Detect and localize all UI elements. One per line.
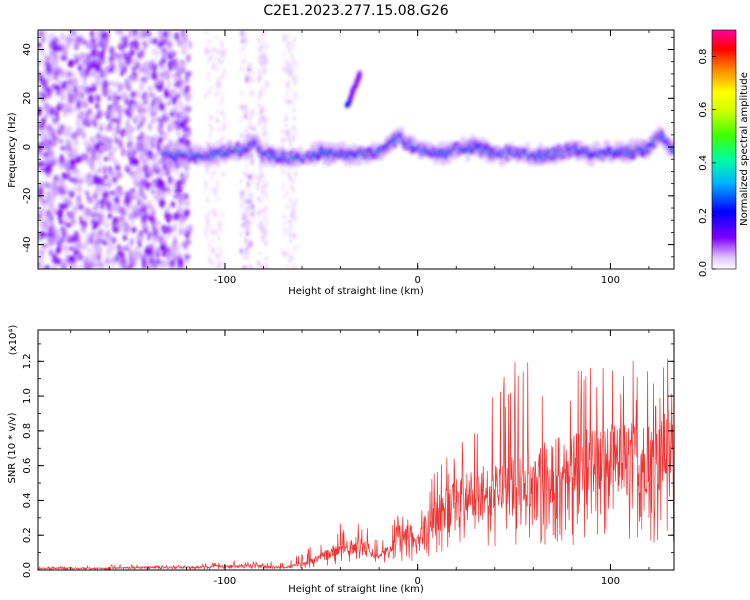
spectrogram-frame: [37, 29, 675, 270]
snr-ytick-label: 0.0: [22, 562, 33, 578]
colorbar-gradient: [712, 30, 736, 269]
snr-xtick-label: 100: [601, 576, 620, 587]
colorbar-tick-label: 0.2: [698, 208, 709, 224]
spectrogram-ytick-label: 40: [22, 43, 33, 56]
snr-multiplier: (x10⁴): [8, 325, 19, 356]
spectrogram-ytick-label: -20: [22, 188, 33, 204]
snr-ytick-label: 0.6: [22, 458, 33, 474]
colorbar-tick-label: 0.4: [698, 155, 709, 171]
colorbar-tick-label: 0.6: [698, 102, 709, 118]
snr-xtick-label: -100: [214, 576, 237, 587]
snr-frame: [37, 329, 675, 571]
colorbar: 0.0 0.2 0.4 0.6 0.8 Normalized spectral ampl…: [698, 29, 750, 277]
snr-xtick-label: 0: [414, 576, 420, 587]
snr-ytick-label: 1.2: [22, 353, 33, 369]
colorbar-frame: [711, 29, 737, 270]
colorbar-label: Normalized spectral amplitude: [739, 72, 750, 226]
spectrogram-xtick-label: -100: [214, 275, 237, 286]
spectrogram-xtick-label: 100: [601, 275, 620, 286]
snr-ytick-label: 1.0: [22, 388, 33, 404]
snr-ylabel: SNR (10 * v/v): [7, 412, 18, 483]
spectrogram-ylabel: Frequency (Hz): [7, 112, 18, 188]
snr-ytick-label: 0.2: [22, 527, 33, 543]
figure-title: C2E1.2023.277.15.08.G26: [263, 3, 448, 19]
snr-series-line: [38, 358, 674, 570]
snr-ytick-label: 0.4: [22, 492, 33, 508]
spectrogram-xlabel: Height of straight line (km): [288, 286, 424, 297]
snr-panel: -100 0 100 0.0 0.2 0.4 0.6 0.8 1.0 1.2 Height of …: [7, 325, 675, 595]
spectrogram-ticks: -100 0 100 -40 -20 0 20 40: [22, 30, 674, 286]
snr-ytick-label: 0.8: [22, 423, 33, 439]
snr-xlabel: Height of straight line (km): [288, 584, 424, 595]
spectrogram-xtick-label: 0: [414, 275, 420, 286]
colorbar-tick-label: 0.0: [698, 261, 709, 277]
spectrogram-ytick-label: 0: [22, 144, 33, 150]
spectrogram-panel: -100 0 100 -40 -20 0 20 40 Height of straight l…: [7, 29, 675, 297]
spectrogram-ytick-label: 20: [22, 92, 33, 105]
colorbar-tick-label: 0.8: [698, 49, 709, 65]
colorbar-ticks: 0.0 0.2 0.4 0.6 0.8: [698, 49, 716, 277]
spectrogram-heatmap: [38, 30, 674, 269]
snr-ticks: -100 0 100 0.0 0.2 0.4 0.6 0.8 1.0 1.2: [22, 330, 674, 587]
spectrogram-ytick-label: -40: [22, 236, 33, 252]
